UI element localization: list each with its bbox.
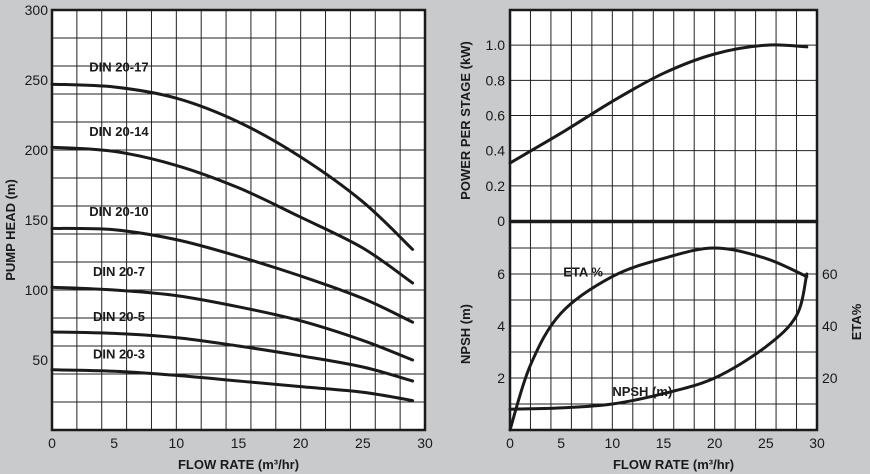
pump-head-y-tick-label: 300: [25, 2, 49, 18]
power-y-tick-label: 0.2: [486, 178, 506, 194]
pump-head-series-line-din-20-10: [50, 226, 415, 324]
power-y-tick-label: 0: [497, 213, 505, 229]
eta-y-tick-label: 20: [822, 370, 838, 386]
pump-head-series-line-din-20-5: [50, 330, 415, 383]
npsh-x-tick-label: 30: [809, 435, 825, 451]
eta-series-line: [508, 246, 809, 432]
npsh-x-tick-label: 15: [656, 435, 672, 451]
pump-head-x-tick-label: 30: [417, 435, 433, 451]
pump-head-series-label: DIN 20-14: [89, 124, 149, 139]
npsh-x-tick-label: 20: [707, 435, 723, 451]
pump-head-y-tick-label: 150: [25, 212, 49, 228]
pump-head-series-label: DIN 20-3: [93, 347, 145, 362]
pump-head-series-label: DIN 20-10: [89, 204, 148, 219]
eta-y-tick-label: 60: [822, 266, 838, 282]
pump-head-y-tick-label: 50: [32, 352, 48, 368]
power-chart: 0 0.2 0.4 0.6 0.8 1.0 POWER PER STAGE (kW): [458, 8, 819, 229]
npsh-series-label: NPSH (m): [612, 384, 672, 399]
power-y-tick-label: 0.4: [486, 143, 506, 159]
pump-head-y-tick-label: 100: [25, 282, 49, 298]
pump-head-x-tick-label: 25: [355, 435, 371, 451]
npsh-series-line: [508, 272, 809, 411]
pump-head-series-label: DIN 20-17: [89, 60, 148, 75]
pump-head-series-line-din-20-14: [50, 145, 415, 285]
pump-head-x-tick-label: 20: [293, 435, 309, 451]
power-y-tick-label: 0.8: [486, 72, 506, 88]
pump-head-x-tick-label: 0: [48, 435, 56, 451]
eta-series-label: ETA %: [563, 265, 603, 280]
pump-head-plot-area: [52, 10, 425, 430]
npsh-eta-frame: [508, 220, 819, 432]
pump-head-x-axis-title: FLOW RATE (m³/hr): [178, 457, 299, 472]
pump-head-x-tick-label: 10: [169, 435, 185, 451]
power-y-tick-label: 0.6: [486, 108, 506, 124]
pump-head-series-label: DIN 20-5: [93, 309, 145, 324]
pump-head-series-line-din-20-3: [50, 368, 415, 403]
pump-head-series-line-din-20-17: [50, 82, 415, 251]
pump-head-series-line-din-20-7: [50, 285, 415, 362]
pump-head-chart: DIN 20-17 DIN 20-14 DIN 20-10 DIN 20-7 DIN 2…: [3, 2, 433, 472]
npsh-x-tick-label: 5: [557, 435, 565, 451]
pump-head-x-tick-label: 15: [231, 435, 247, 451]
power-y-axis-title: POWER PER STAGE (kW): [458, 41, 473, 200]
pump-head-y-tick-label: 250: [25, 72, 49, 88]
npsh-eta-chart: ETA % NPSH (m) 2 4 6 20 40 60 0 5 10 15 20 25 30 FLOW R…: [458, 220, 864, 472]
pump-head-y-tick-label: 200: [25, 142, 49, 158]
eta-y-axis-title: ETA%: [849, 303, 864, 340]
eta-y-tick-label: 40: [822, 318, 838, 334]
npsh-y-tick-label: 4: [497, 318, 505, 334]
npsh-y-axis-title: NPSH (m): [458, 304, 473, 364]
npsh-x-tick-label: 10: [605, 435, 621, 451]
npsh-x-tick-label: 25: [758, 435, 774, 451]
pump-head-x-tick-label: 5: [110, 435, 118, 451]
npsh-y-tick-label: 6: [497, 266, 505, 282]
pump-head-series-label: DIN 20-7: [93, 264, 145, 279]
pump-head-frame: [50, 8, 427, 432]
npsh-y-tick-label: 2: [497, 370, 505, 386]
pump-head-y-axis-title: PUMP HEAD (m): [3, 179, 18, 281]
power-y-tick-label: 1.0: [486, 37, 506, 53]
npsh-x-tick-label: 0: [506, 435, 514, 451]
npsh-x-axis-title: FLOW RATE (m³/hr): [613, 457, 734, 472]
power-series-line: [508, 43, 809, 165]
